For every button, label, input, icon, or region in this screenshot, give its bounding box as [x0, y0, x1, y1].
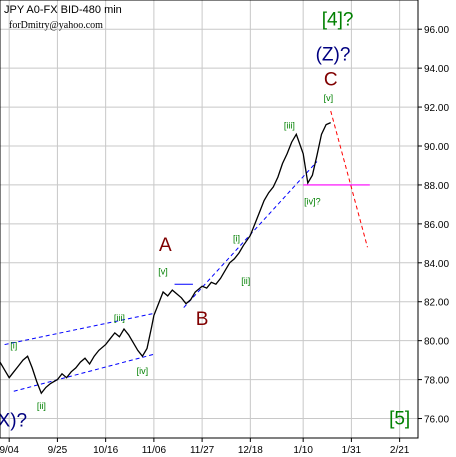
wave-label: B [196, 309, 209, 330]
price-line [0, 122, 331, 395]
y-tick-label: 90.00 [424, 142, 449, 153]
price-series [0, 122, 331, 395]
chart-title: JPY A0-FX BID-480 min [4, 4, 122, 16]
wave-label: [i] [233, 233, 240, 243]
overlay-lines [303, 110, 370, 248]
y-tick-label: 92.00 [424, 103, 449, 114]
x-axis: 9/04 9/25 10/16 11/06 11/27 12/18 1/10 1/31 2/21 [0, 438, 410, 456]
y-axis: 76.00 78.00 80.00 82.00 84.00 86.00 88.00 90.00… [418, 25, 449, 426]
channel-line [13, 353, 155, 392]
y-tick-label: 76.00 [424, 415, 449, 426]
x-tick-label: 9/25 [48, 445, 68, 456]
wave-label: [iv]? [304, 196, 321, 206]
forecast-line [330, 110, 368, 248]
y-tick-label: 80.00 [424, 337, 449, 348]
x-tick-label: 11/27 [190, 445, 215, 456]
x-tick-label: 11/06 [142, 445, 167, 456]
y-tick-label: 82.00 [424, 298, 449, 309]
wave-label: [i] [10, 340, 17, 350]
wave-label: A [159, 235, 172, 256]
y-tick-label: 84.00 [424, 259, 449, 270]
wave-label: [iii] [114, 313, 125, 323]
x-tick-label: 1/31 [342, 445, 362, 456]
x-tick-label: 9/04 [0, 445, 19, 456]
grid [0, 0, 418, 438]
chart-subtitle: forDmitry@yahoo.com [9, 20, 103, 31]
y-tick-label: 78.00 [424, 376, 449, 387]
wave-label: [iv] [137, 366, 149, 376]
x-tick-label: 1/10 [293, 445, 313, 456]
y-tick-label: 94.00 [424, 64, 449, 75]
wave-label: [ii] [37, 401, 46, 411]
wave-label: C [324, 70, 338, 91]
y-tick-label: 86.00 [424, 220, 449, 231]
x-tick-label: 12/18 [238, 445, 263, 456]
x-tick-label: 2/21 [390, 445, 410, 456]
y-tick-label: 96.00 [424, 25, 449, 36]
y-tick-label: 88.00 [424, 181, 449, 192]
wave-label: [4]? [322, 9, 354, 30]
plot-frame [0, 0, 419, 439]
wave-label: (Z)? [316, 44, 351, 65]
wave-label: [ii] [241, 276, 250, 286]
wave-label: [iii] [284, 120, 295, 130]
x-tick-label: 10/16 [93, 445, 118, 456]
wave-label: (X)? [0, 410, 27, 431]
wave-label: [5] [389, 408, 410, 429]
wave-labels: [i] [ii] [iii] [iv] [v] A B [i] [ii] [iii] [iv]? [v… [0, 9, 410, 431]
wave-label: [v] [324, 93, 334, 103]
wave-label: [v] [158, 266, 168, 276]
channel-line [4, 312, 154, 346]
